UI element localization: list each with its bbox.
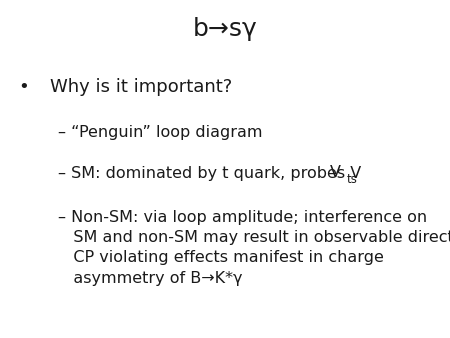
Text: – SM: dominated by t quark, probes V: – SM: dominated by t quark, probes V — [58, 166, 362, 180]
Text: ts: ts — [346, 173, 357, 186]
Text: V: V — [329, 165, 340, 179]
Text: Why is it important?: Why is it important? — [50, 78, 232, 96]
Text: b→sγ: b→sγ — [193, 17, 257, 41]
Text: •: • — [18, 78, 29, 96]
Text: – Non-SM: via loop amplitude; interference on
   SM and non-SM may result in obs: – Non-SM: via loop amplitude; interferen… — [58, 210, 450, 286]
Text: – “Penguin” loop diagram: – “Penguin” loop diagram — [58, 125, 263, 140]
